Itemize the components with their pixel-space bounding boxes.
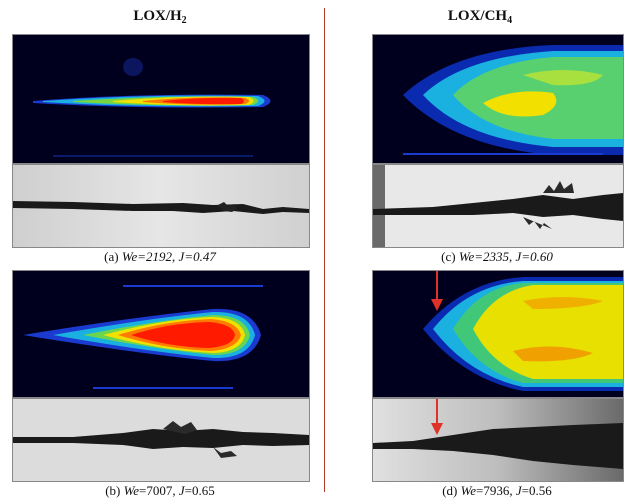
momentum-value: =0.56 bbox=[521, 483, 552, 498]
weber-value: =2335 bbox=[474, 249, 510, 264]
weber-value: =2192 bbox=[137, 249, 173, 264]
momentum-label: J bbox=[178, 249, 185, 264]
formula-base: LOX/CH bbox=[447, 8, 508, 24]
momentum-value: =0.60 bbox=[521, 249, 553, 264]
momentum-label: J bbox=[515, 249, 522, 264]
flame-image-a bbox=[12, 34, 310, 164]
column-divider bbox=[324, 8, 325, 492]
formula-subscript: 2 bbox=[181, 15, 187, 26]
momentum-label: J bbox=[178, 483, 185, 498]
caption-b: (b) We=7007, J=0.65 bbox=[12, 483, 308, 499]
caption-separator: , bbox=[172, 483, 179, 498]
caption-tag: (d) bbox=[442, 483, 458, 498]
caption-tag: (b) bbox=[105, 483, 121, 498]
momentum-label: J bbox=[515, 483, 522, 498]
weber-label: We bbox=[123, 483, 140, 498]
weber-value: =7007 bbox=[139, 483, 173, 498]
spray-image-b bbox=[12, 398, 310, 482]
caption-separator: , bbox=[509, 249, 516, 264]
caption-separator: , bbox=[509, 483, 516, 498]
caption-tag: (c) bbox=[441, 249, 456, 264]
caption-d: (d) We=7936, J=0.56 bbox=[372, 483, 622, 499]
flame-image-b bbox=[12, 270, 310, 398]
caption-separator: , bbox=[172, 249, 179, 264]
flame-image-d bbox=[372, 270, 624, 398]
formula-base: LOX/H bbox=[133, 8, 182, 24]
weber-label: We bbox=[121, 249, 138, 264]
formula-subscript: 4 bbox=[507, 15, 513, 26]
weber-label: We bbox=[460, 483, 477, 498]
caption-tag: (a) bbox=[104, 249, 119, 264]
spray-image-c bbox=[372, 164, 624, 248]
caption-c: (c) We=2335, J=0.60 bbox=[372, 249, 622, 265]
momentum-value: =0.47 bbox=[184, 249, 216, 264]
weber-label: We bbox=[458, 249, 475, 264]
spray-image-a bbox=[12, 164, 310, 248]
flame-image-c bbox=[372, 34, 624, 164]
spray-image-d bbox=[372, 398, 624, 482]
column-title-lox-ch4: LOX/CH4 bbox=[340, 8, 620, 26]
momentum-value: =0.65 bbox=[184, 483, 215, 498]
caption-a: (a) We=2192, J=0.47 bbox=[12, 249, 308, 265]
weber-value: =7936 bbox=[476, 483, 510, 498]
column-title-lox-h2: LOX/H2 bbox=[10, 8, 310, 26]
